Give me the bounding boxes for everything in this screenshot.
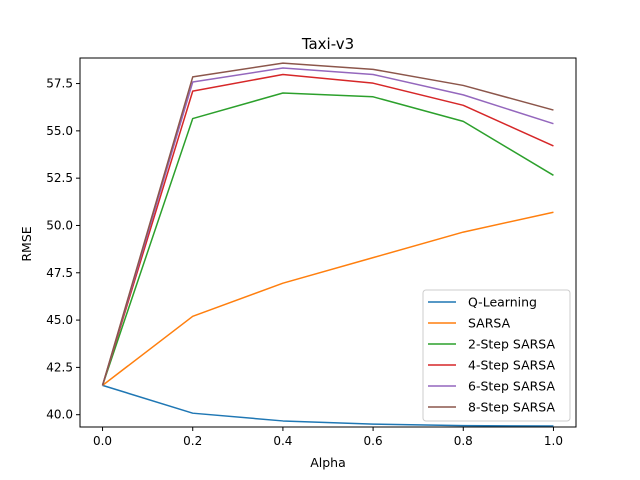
x-tick-label: 0.6 (364, 434, 383, 448)
y-tick-label: 47.5 (46, 266, 73, 280)
series-line-3 (101, 73, 554, 386)
series-line-0 (102, 384, 554, 427)
y-tick-label: 45.0 (46, 313, 73, 327)
legend-label: SARSA (468, 316, 511, 331)
series-line-5 (101, 62, 554, 386)
x-axis-title: Alpha (310, 455, 346, 470)
y-tick-label: 50.0 (46, 218, 73, 232)
legend-label: 4-Step SARSA (468, 358, 555, 373)
legend-label: 8-Step SARSA (468, 400, 555, 415)
series-line-1 (102, 211, 554, 386)
x-tick-label: 0.8 (454, 434, 473, 448)
y-tick-label: 42.5 (46, 360, 73, 374)
series-line-4 (101, 67, 554, 386)
y-tick-label: 55.0 (46, 124, 73, 138)
axes: 0.0 0.2 0.4 0.6 0.8 1.0 40.0 42.5 45.0 47.5 50.0 52… (46, 77, 563, 448)
plot-frame (79, 57, 577, 428)
chart-title: Taxi-v3 (301, 35, 354, 53)
y-axis-title: RMSE (19, 226, 34, 261)
y-tick-label: 57.5 (46, 77, 73, 91)
legend: Q-Learning SARSA 2-Step SARSA 4-Step SARSA 6… (422, 289, 571, 422)
y-tick-label: 40.0 (46, 408, 73, 422)
x-tick-label: 0.0 (93, 434, 112, 448)
legend-label: 2-Step SARSA (468, 337, 555, 352)
legend-box (422, 289, 571, 422)
x-tick-label: 0.4 (273, 434, 292, 448)
y-tick-label: 52.5 (46, 171, 73, 185)
legend-label: 6-Step SARSA (468, 379, 555, 394)
series-line-2 (101, 92, 554, 386)
plot-area (101, 62, 554, 427)
x-tick-label: 0.2 (183, 434, 202, 448)
legend-label: Q-Learning (468, 295, 537, 310)
x-tick-label: 1.0 (544, 434, 563, 448)
